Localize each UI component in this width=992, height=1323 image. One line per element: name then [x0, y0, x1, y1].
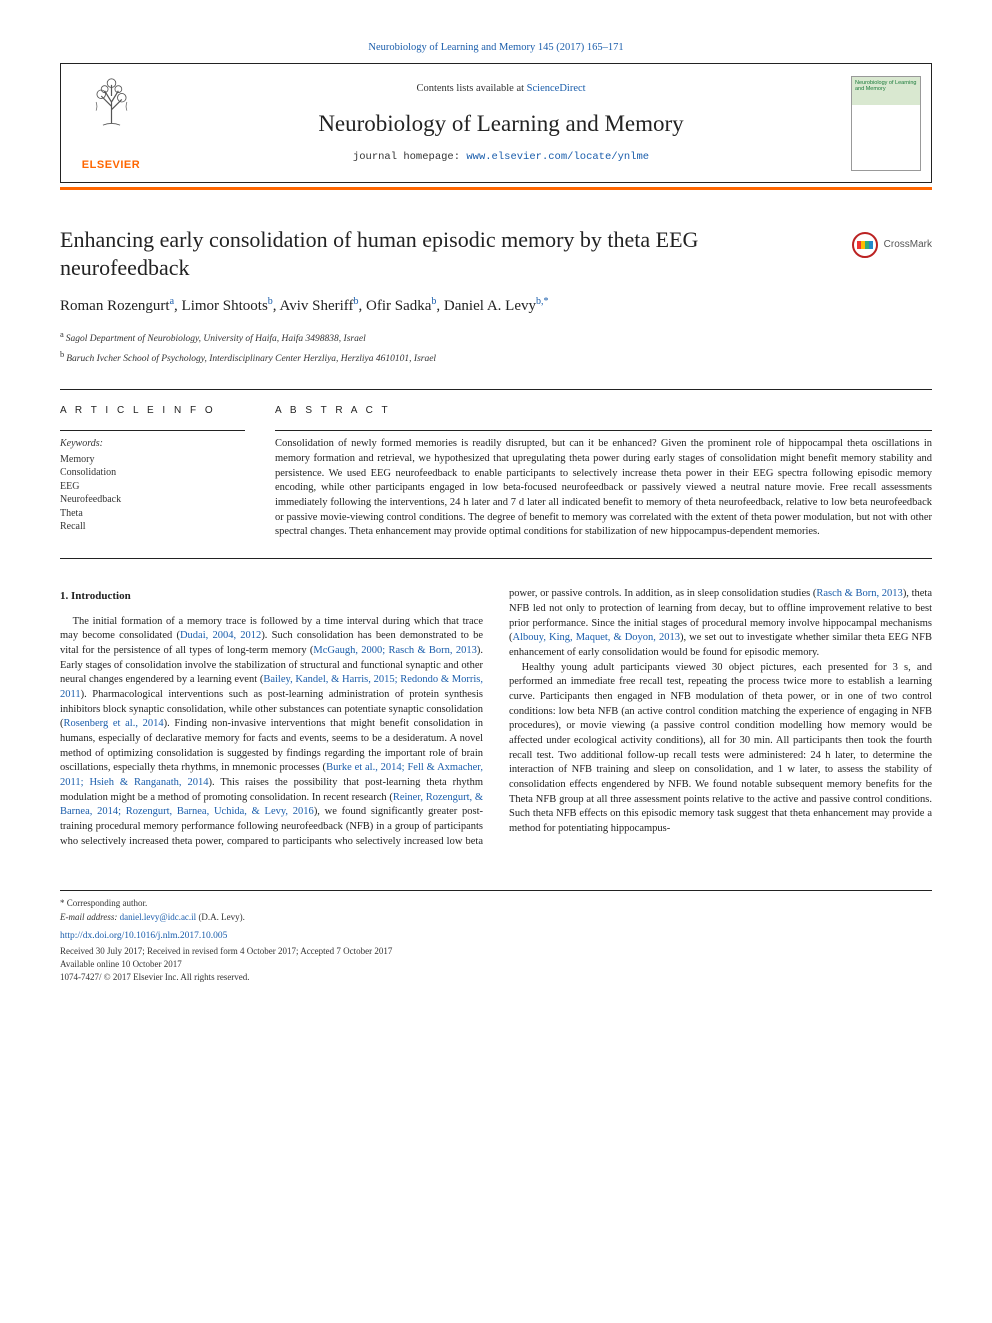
header-center: Contents lists available at ScienceDirec…	[161, 64, 841, 182]
journal-cover-thumb-wrap: Neurobiology of Learning and Memory	[841, 64, 931, 182]
cover-mini-title: Neurobiology of Learning and Memory	[855, 80, 917, 92]
authors-line: Roman Rozengurta, Limor Shtootsb, Aviv S…	[60, 295, 932, 318]
sciencedirect-link[interactable]: ScienceDirect	[527, 83, 586, 94]
article-history: Received 30 July 2017; Received in revis…	[60, 945, 932, 958]
keyword-item: Neurofeedback	[60, 493, 245, 507]
abstract-heading: A B S T R A C T	[275, 404, 932, 419]
author-name: Daniel A. Levy	[444, 298, 536, 314]
email-line: E-mail address: daniel.levy@idc.ac.il (D…	[60, 911, 932, 924]
author-aff-mark: a	[170, 296, 174, 307]
keyword-item: Consolidation	[60, 466, 245, 480]
author-aff-mark: b	[268, 296, 273, 307]
copyright-line: 1074-7427/ © 2017 Elsevier Inc. All righ…	[60, 971, 932, 984]
email-attribution: (D.A. Levy).	[196, 912, 245, 922]
article-info-col: A R T I C L E I N F O Keywords: MemoryCo…	[60, 404, 245, 540]
crossmark-badge[interactable]: CrossMark	[852, 232, 932, 258]
article-title: Enhancing early consolidation of human e…	[60, 226, 832, 281]
affiliation-line: bBaruch Ivcher School of Psychology, Int…	[60, 348, 932, 367]
author-aff-mark: b	[431, 296, 436, 307]
journal-name: Neurobiology of Learning and Memory	[318, 107, 683, 140]
publisher-wordmark: ELSEVIER	[82, 158, 140, 174]
affiliation-label: b	[60, 349, 64, 359]
author-name: Ofir Sadka	[366, 298, 431, 314]
affiliation-line: aSagol Department of Neurobiology, Unive…	[60, 328, 932, 347]
keywords-list: MemoryConsolidationEEGNeurofeedbackTheta…	[60, 453, 245, 534]
journal-homepage-link[interactable]: www.elsevier.com/locate/ynlme	[466, 151, 649, 163]
intro-para-2: Healthy young adult participants viewed …	[509, 661, 932, 837]
available-online: Available online 10 October 2017	[60, 958, 932, 971]
publisher-logo-block: ELSEVIER	[61, 64, 161, 182]
elsevier-tree-icon	[84, 72, 139, 132]
keywords-label: Keywords:	[60, 430, 245, 452]
accent-rule	[60, 187, 932, 190]
email-label: E-mail address:	[60, 912, 120, 922]
corresponding-author-note: * Corresponding author.	[60, 897, 932, 910]
author-name: Aviv Sheriff	[279, 298, 353, 314]
affiliation-label: a	[60, 329, 64, 339]
journal-homepage-line: journal homepage: www.elsevier.com/locat…	[353, 150, 649, 165]
contents-prefix: Contents lists available at	[416, 83, 526, 94]
keyword-item: Theta	[60, 507, 245, 521]
article-info-heading: A R T I C L E I N F O	[60, 404, 245, 419]
citation-link[interactable]: Rosenberg et al., 2014	[64, 718, 164, 729]
abstract-col: A B S T R A C T Consolidation of newly f…	[275, 404, 932, 540]
author-aff-mark: b	[354, 296, 359, 307]
footnotes: * Corresponding author. E-mail address: …	[60, 890, 932, 985]
corresponding-email-link[interactable]: daniel.levy@idc.ac.il	[120, 912, 197, 922]
homepage-prefix: journal homepage:	[353, 151, 466, 163]
contents-available-line: Contents lists available at ScienceDirec…	[416, 81, 585, 96]
author-name: Limor Shtoots	[182, 298, 268, 314]
body-two-columns: 1. Introduction The initial formation of…	[60, 587, 932, 849]
running-head-citation: Neurobiology of Learning and Memory 145 …	[60, 40, 932, 55]
crossmark-icon	[852, 232, 878, 258]
citation-link[interactable]: Dudai, 2004, 2012	[180, 630, 261, 641]
author-name: Roman Rozengurt	[60, 298, 170, 314]
author-aff-mark: b,*	[536, 296, 549, 307]
journal-header: ELSEVIER Contents lists available at Sci…	[60, 63, 932, 183]
citation-link[interactable]: Albouy, King, Maquet, & Doyon, 2013	[513, 632, 680, 643]
keyword-item: Recall	[60, 520, 245, 534]
crossmark-label: CrossMark	[884, 238, 932, 253]
citation-link[interactable]: Rasch & Born, 2013	[816, 588, 902, 599]
journal-cover-thumb: Neurobiology of Learning and Memory	[851, 76, 921, 171]
affiliations: aSagol Department of Neurobiology, Unive…	[60, 328, 932, 367]
section-heading-intro: 1. Introduction	[60, 589, 483, 604]
keyword-item: Memory	[60, 453, 245, 467]
abstract-text: Consolidation of newly formed memories i…	[275, 430, 932, 540]
citation-link[interactable]: McGaugh, 2000; Rasch & Born, 2013	[313, 645, 476, 656]
keyword-item: EEG	[60, 480, 245, 494]
doi-link[interactable]: http://dx.doi.org/10.1016/j.nlm.2017.10.…	[60, 930, 932, 944]
